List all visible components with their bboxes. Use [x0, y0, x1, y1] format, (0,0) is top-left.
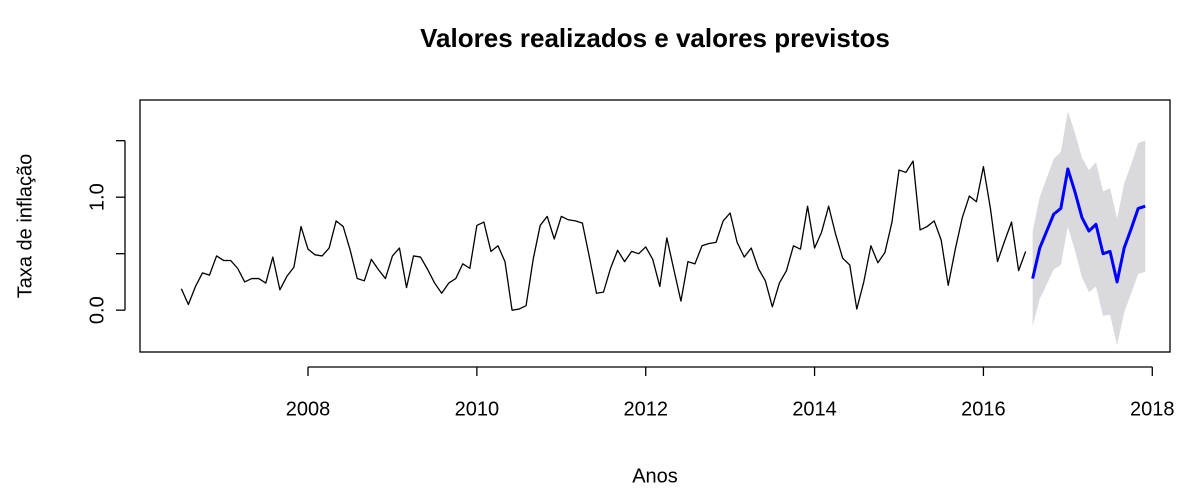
x-tick-label: 2010: [455, 398, 500, 420]
series-line: [1031, 167, 1146, 284]
y-axis-label: Taxa de inflação: [14, 154, 36, 299]
x-tick-label: 2014: [792, 398, 837, 420]
x-tick-label: 2008: [286, 398, 331, 420]
x-axis-label: Anos: [632, 465, 678, 487]
series-line: [180, 160, 1027, 311]
x-tick-label: 2012: [623, 398, 668, 420]
x-tick-label: 2016: [961, 398, 1006, 420]
plot-frame: [139, 99, 1171, 353]
x-tick-label: 2018: [1130, 398, 1175, 420]
y-tick-label: 0.0: [86, 296, 108, 324]
y-tick-label: 1.0: [86, 183, 108, 211]
chart-title: Valores realizados e valores previstos: [420, 23, 890, 53]
